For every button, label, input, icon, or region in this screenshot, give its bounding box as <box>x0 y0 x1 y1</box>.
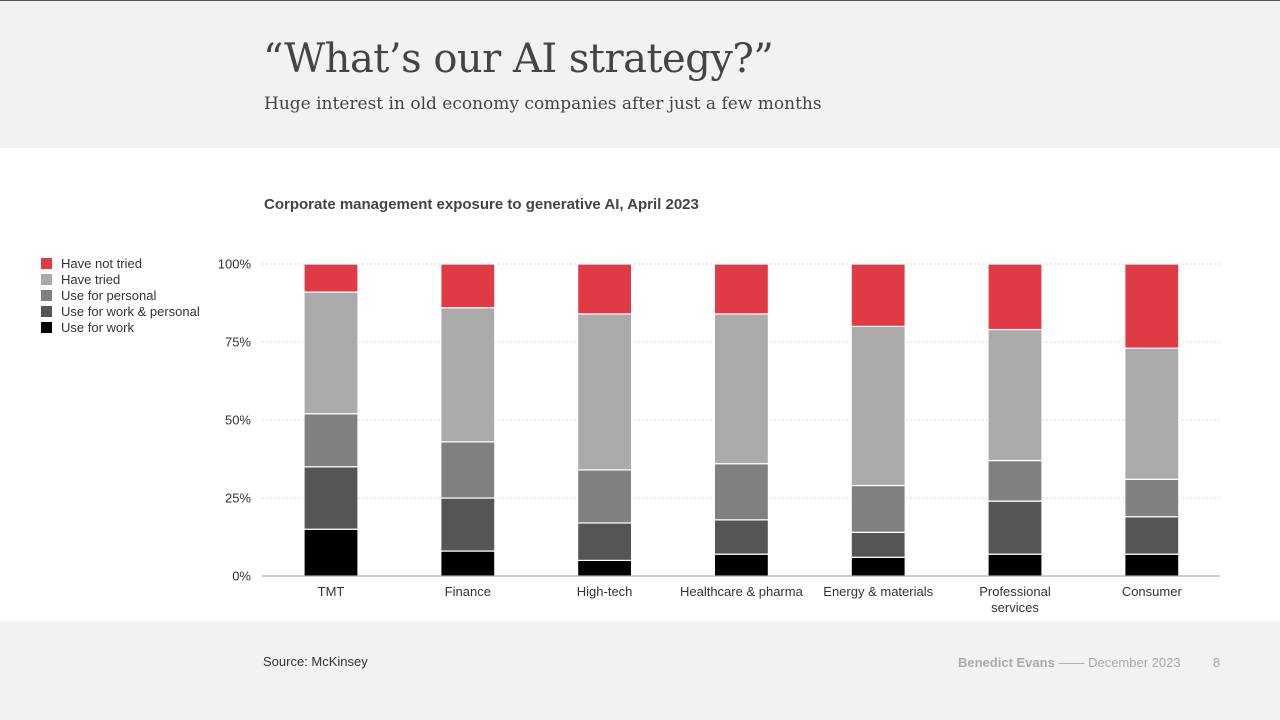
bar-segment <box>576 263 633 315</box>
bar-segment <box>1124 516 1180 555</box>
bar-segment <box>987 328 1043 462</box>
bar-segment <box>576 522 633 562</box>
bar-segment <box>987 263 1043 331</box>
legend-swatch-have-tried <box>41 273 52 285</box>
bar-segment <box>1124 263 1180 349</box>
x-tick-label: Consumer <box>1122 584 1183 599</box>
source-note: Source: McKinsey <box>263 654 368 669</box>
bar-segment <box>987 553 1043 577</box>
legend-swatch-use-for-work <box>41 321 52 333</box>
header-band <box>0 0 1280 148</box>
x-tick-label-line: Healthcare & pharma <box>680 584 804 599</box>
bar-segment <box>440 497 496 552</box>
legend-swatch-use-for-work-personal <box>41 305 52 317</box>
bar-segment <box>713 519 770 555</box>
legend-swatch-have-not-tried <box>41 257 52 269</box>
bar-segment <box>576 313 633 471</box>
bar-segment <box>440 550 496 577</box>
bar-segment <box>713 263 770 315</box>
bar-segment <box>303 291 359 415</box>
x-tick-label: High-tech <box>577 584 633 599</box>
bar-segment <box>850 263 906 328</box>
bar-segment <box>713 463 770 521</box>
bar-segment <box>440 441 496 499</box>
x-tick-label-line: Consumer <box>1122 584 1183 599</box>
legend-swatch-use-for-personal <box>41 289 52 301</box>
x-tick-label-line: Professional <box>979 584 1051 599</box>
x-tick-label-line: Finance <box>445 584 491 599</box>
x-tick-label: TMT <box>318 584 345 599</box>
legend-item-use-for-work-personal: Use for work & personal <box>41 303 200 319</box>
bar-segment <box>850 325 906 487</box>
y-tick-label: 75% <box>225 335 251 350</box>
y-tick-label: 50% <box>225 413 251 428</box>
bar-segment <box>850 556 906 577</box>
bar-segment <box>850 484 906 533</box>
bar-segment <box>987 500 1043 555</box>
legend-label: Use for work & personal <box>61 303 200 319</box>
bar-segment <box>1124 478 1180 518</box>
x-tick-label-line: TMT <box>318 584 345 599</box>
y-tick-label: 100% <box>218 257 252 272</box>
page-number: 8 <box>1213 655 1221 670</box>
legend-item-have-not-tried: Have not tried <box>41 255 200 271</box>
bar-segment <box>576 559 633 577</box>
chart-title: Corporate management exposure to generat… <box>264 196 699 213</box>
x-tick-label: Finance <box>445 584 491 599</box>
bar-segment <box>303 528 359 577</box>
legend-label: Have tried <box>61 271 121 287</box>
legend-label: Use for work <box>61 319 134 335</box>
slide-title: “What’s our AI strategy?” <box>263 36 774 82</box>
footer-credit: Benedict Evans —— December 2023 <box>958 655 1181 670</box>
x-tick-label: Energy & materials <box>823 584 933 599</box>
x-tick-label: Healthcare & pharma <box>680 584 804 599</box>
bar-segment <box>576 469 633 524</box>
x-tick-label: Professional services <box>979 584 1051 615</box>
x-tick-label-line: Energy & materials <box>823 584 933 599</box>
legend-item-have-tried: Have tried <box>41 271 200 287</box>
bar-segment <box>1124 347 1180 480</box>
legend-item-use-for-personal: Use for personal <box>41 287 200 303</box>
bar-segment <box>713 313 770 465</box>
bar-segment <box>713 553 770 577</box>
bar-segment <box>987 459 1043 502</box>
footer-separator: —— <box>1058 655 1085 670</box>
footer-author: Benedict Evans <box>958 655 1055 670</box>
bar-segment <box>440 263 496 309</box>
x-tick-label-line: services <box>991 600 1039 615</box>
y-tick-label: 0% <box>232 569 251 584</box>
chart-area-background <box>0 148 1280 621</box>
bar-segment <box>850 531 906 558</box>
legend-label: Have not tried <box>61 255 142 271</box>
y-tick-label: 25% <box>225 491 251 506</box>
legend-item-use-for-work: Use for work <box>41 319 200 335</box>
chart-legend: Have not tried Have tried Use for person… <box>41 255 200 335</box>
x-tick-label-line: High-tech <box>577 584 633 599</box>
footer-date: December 2023 <box>1088 655 1181 670</box>
slide-subtitle: Huge interest in old economy companies a… <box>264 94 822 114</box>
bar-segment <box>440 307 496 443</box>
bar-segment <box>1124 553 1180 577</box>
bar-segment <box>303 466 359 530</box>
bar-segment <box>303 413 359 468</box>
bar-segment <box>303 263 359 293</box>
legend-label: Use for personal <box>61 287 157 303</box>
